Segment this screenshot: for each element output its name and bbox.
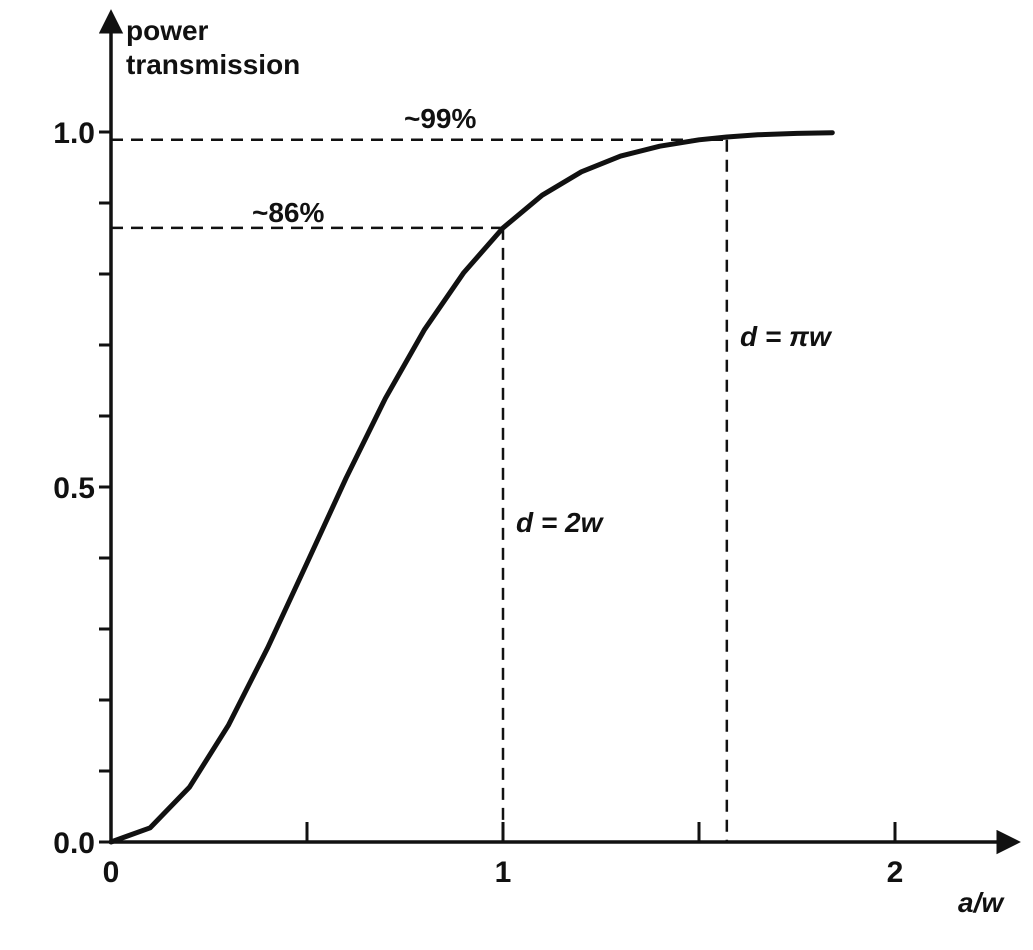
y-tick-label: 0.0	[53, 827, 95, 860]
x-tick-label: 1	[495, 856, 512, 889]
annotation-d-2w: d = 2w	[516, 507, 605, 538]
x-tick-label: 2	[887, 856, 904, 889]
annotation-d-pi-w: d = πw	[740, 321, 833, 352]
ticks-layer: 0.0 0.5 1.0 0 1 2	[53, 117, 903, 889]
y-tick-label: 0.5	[53, 472, 95, 505]
annotation-86-percent: ~86%	[252, 197, 324, 228]
annotation-99-percent: ~99%	[404, 103, 476, 134]
x-tick-label: 0	[103, 856, 120, 889]
y-axis-title-line2: transmission	[126, 49, 300, 80]
x-axis-title: a/w	[958, 887, 1005, 918]
guides-layer	[111, 138, 729, 842]
transmission-curve	[108, 130, 835, 845]
y-axis-title-line1: power	[126, 15, 209, 46]
y-tick-label: 1.0	[53, 117, 95, 150]
